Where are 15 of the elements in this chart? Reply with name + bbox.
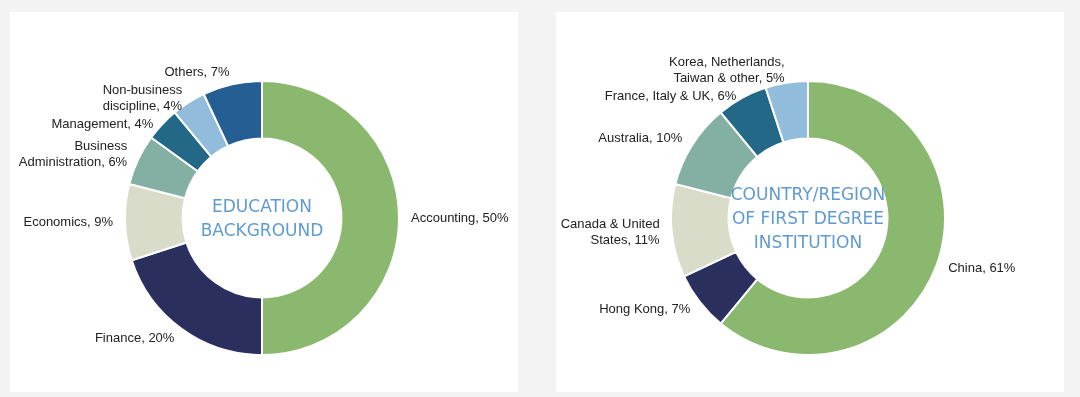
slice-label: Finance, 20% bbox=[94, 330, 175, 346]
slice-label: Accounting, 50% bbox=[411, 209, 509, 225]
slice-label: Economics, 9% bbox=[23, 214, 114, 230]
slice-label: Management, 4% bbox=[51, 116, 154, 132]
slice-label: Others, 7% bbox=[164, 64, 230, 80]
text: EDUCATION BACKGROUND bbox=[199, 195, 325, 242]
slice-label: Non-business discipline, 4% bbox=[102, 82, 183, 114]
text: COUNTRY/REGION OF FIRST DEGREE INSTITUTION bbox=[730, 183, 886, 254]
slice-label: Korea, Netherlands, Taiwan & other, 5% bbox=[669, 54, 786, 86]
slice-label: France, Italy & UK, 6% bbox=[604, 88, 737, 104]
slice-label: China, 61% bbox=[948, 260, 1016, 276]
slice-label: Hong Kong, 7% bbox=[599, 300, 691, 316]
slice-label: Business Administration, 6% bbox=[18, 138, 128, 170]
slice-label: Canada & United States, 11% bbox=[560, 215, 661, 247]
slice-label: Australia, 10% bbox=[598, 129, 683, 145]
